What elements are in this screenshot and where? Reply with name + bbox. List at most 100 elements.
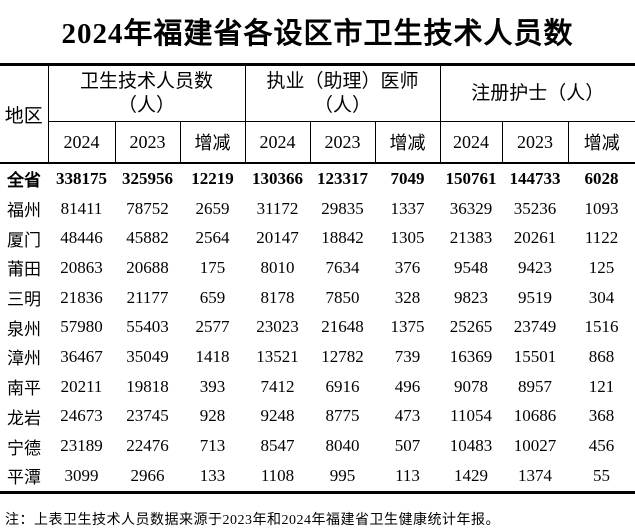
region-cell: 三明 <box>7 290 41 310</box>
value-cell: 55 <box>593 465 611 485</box>
value-cell: 9823 <box>454 287 489 307</box>
value-cell: 9423 <box>518 257 553 277</box>
value-cell: 23189 <box>60 436 103 456</box>
table-row: 漳州 36467 35049 1418 13521 12782 739 16369 15501 8… <box>0 342 635 372</box>
value-cell: 8547 <box>260 436 295 456</box>
value-cell: 739 <box>394 346 421 366</box>
value-cell: 35049 <box>126 346 169 366</box>
value-cell: 123317 <box>317 168 368 188</box>
value-cell: 21177 <box>126 287 169 307</box>
value-cell: 8010 <box>260 257 295 277</box>
value-cell: 23745 <box>126 406 169 426</box>
value-cell: 10483 <box>449 436 493 456</box>
value-cell: 9548 <box>454 257 489 277</box>
region-cell: 泉州 <box>7 319 41 339</box>
value-cell: 3099 <box>64 465 99 485</box>
value-cell: 11054 <box>450 406 492 426</box>
value-cell: 24673 <box>60 406 103 426</box>
value-cell: 175 <box>199 257 226 277</box>
value-cell: 81411 <box>60 198 103 218</box>
value-cell: 507 <box>394 436 421 456</box>
value-cell: 868 <box>588 346 615 366</box>
region-cell: 厦门 <box>7 230 41 250</box>
sub-header-row: 2024 2023 增减 2024 2023 增减 2024 2023 增减 <box>0 121 635 164</box>
group-label-line1: 注册护士（人） <box>471 82 605 104</box>
value-cell: 20261 <box>513 228 557 248</box>
group-label-line1: 执业（助理）医师 <box>266 70 419 92</box>
value-cell: 20688 <box>126 257 169 277</box>
value-cell: 8040 <box>325 436 360 456</box>
value-cell: 16369 <box>449 346 493 366</box>
value-cell: 12782 <box>321 346 364 366</box>
column-group-health-personnel: 卫生技术人员数 （人） <box>47 64 246 122</box>
value-cell: 8775 <box>325 406 360 426</box>
value-cell: 1429 <box>454 465 489 485</box>
value-cell: 8957 <box>518 376 553 396</box>
region-cell: 福州 <box>7 201 41 221</box>
value-cell: 144733 <box>509 168 561 188</box>
value-cell: 10686 <box>513 406 557 426</box>
column-group-physicians: 执业（助理）医师 （人） <box>244 64 441 122</box>
value-cell: 1418 <box>195 346 230 366</box>
table-row: 全省 338175 325956 12219 130366 123317 7049 15076… <box>0 163 635 194</box>
value-cell: 6028 <box>584 168 619 188</box>
value-cell: 35236 <box>513 198 557 218</box>
value-cell: 23023 <box>256 317 299 337</box>
value-cell: 133 <box>199 465 226 485</box>
value-cell: 36329 <box>449 198 493 218</box>
group-label-line2: （人） <box>314 94 372 116</box>
subheader-change: 增减 <box>179 121 246 164</box>
value-cell: 1093 <box>584 198 619 218</box>
value-cell: 995 <box>329 465 356 485</box>
value-cell: 55403 <box>126 317 169 337</box>
value-cell: 7634 <box>325 257 360 277</box>
value-cell: 21836 <box>60 287 103 307</box>
table-row: 三明 21836 21177 659 8178 7850 328 9823 9519 304 <box>0 283 635 313</box>
region-cell: 宁德 <box>7 438 41 458</box>
value-cell: 496 <box>394 376 421 396</box>
value-cell: 928 <box>199 406 226 426</box>
value-cell: 29835 <box>321 198 364 218</box>
table-header: 地区 卫生技术人员数 （人） 执业（助理）医师 （人） 注册护士（人） 2024… <box>0 64 635 164</box>
table-row: 莆田 20863 20688 175 8010 7634 376 9548 9423 125 <box>0 253 635 283</box>
group-label-line2: （人） <box>117 94 175 116</box>
value-cell: 125 <box>588 257 615 277</box>
subheader-2024: 2024 <box>439 121 503 164</box>
value-cell: 45882 <box>126 228 169 248</box>
value-cell: 18842 <box>321 228 364 248</box>
value-cell: 48446 <box>60 228 103 248</box>
value-cell: 78752 <box>126 198 169 218</box>
value-cell: 25265 <box>449 317 493 337</box>
subheader-change: 增减 <box>567 121 635 164</box>
value-cell: 36467 <box>60 346 103 366</box>
subheader-2023: 2023 <box>501 121 569 164</box>
value-cell: 7850 <box>325 287 360 307</box>
table-row: 福州 81411 78752 2659 31172 29835 1337 36329 35236… <box>0 194 635 224</box>
table-row: 南平 20211 19818 393 7412 6916 496 9078 8957 121 <box>0 372 635 402</box>
value-cell: 15501 <box>513 346 557 366</box>
value-cell: 2564 <box>195 228 230 248</box>
value-cell: 2966 <box>130 465 165 485</box>
value-cell: 325956 <box>122 168 173 188</box>
table-row: 平潭 3099 2966 133 1108 995 113 1429 1374 55 <box>0 461 635 492</box>
value-cell: 9519 <box>518 287 553 307</box>
table-row: 宁德 23189 22476 713 8547 8040 507 10483 10027 456 <box>0 431 635 461</box>
value-cell: 19818 <box>126 376 169 396</box>
value-cell: 7049 <box>390 168 425 188</box>
column-group-nurses: 注册护士（人） <box>439 64 635 122</box>
value-cell: 31172 <box>256 198 299 218</box>
value-cell: 1516 <box>584 317 619 337</box>
value-cell: 338175 <box>56 168 107 188</box>
value-cell: 393 <box>199 376 226 396</box>
value-cell: 9078 <box>454 376 489 396</box>
subheader-2024: 2024 <box>244 121 311 164</box>
value-cell: 456 <box>588 436 615 456</box>
value-cell: 328 <box>394 287 421 307</box>
region-cell: 龙岩 <box>7 408 41 428</box>
value-cell: 150761 <box>445 168 497 188</box>
region-cell: 莆田 <box>7 260 41 280</box>
table-row: 厦门 48446 45882 2564 20147 18842 1305 21383 20261… <box>0 223 635 253</box>
region-cell: 南平 <box>7 379 41 399</box>
value-cell: 9248 <box>260 406 295 426</box>
